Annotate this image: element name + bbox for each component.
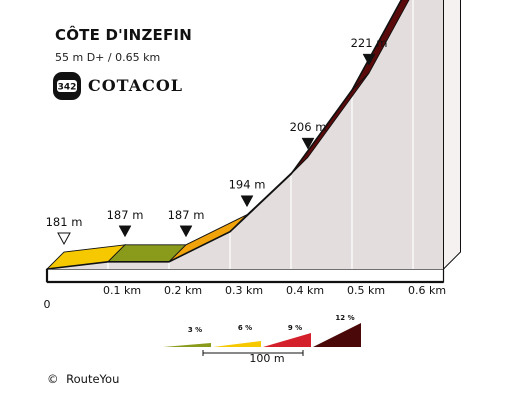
x-tick-label: 0.4 km — [286, 284, 324, 297]
elevation-label: 221 m — [351, 36, 388, 50]
legend-label: 12 % — [335, 314, 354, 322]
legend-swatch — [313, 323, 361, 347]
elevation-marker-icon — [179, 225, 193, 238]
legend-scale-label: 100 m — [249, 352, 284, 365]
cotacol-logo: 342 COTACOL — [52, 71, 182, 101]
profile-layer — [45, 0, 461, 284]
x-tick-label: 0.5 km — [347, 284, 385, 297]
legend-label: 3 % — [188, 326, 202, 334]
legend-label: 9 % — [288, 324, 302, 332]
x-tick-label: 0.6 km — [408, 284, 446, 297]
copyright-icon: © — [47, 372, 59, 386]
gradient-legend: 3 % 6 % 9 % 12 % 100 m — [163, 314, 361, 365]
elevation-marker-icon — [240, 195, 254, 208]
cotacol-number: 342 — [58, 83, 77, 93]
profile-side-panel — [230, 174, 291, 269]
profile-side-panel — [108, 261, 169, 269]
elevation-label: 194 m — [229, 178, 266, 192]
elevation-label: 187 m — [168, 208, 205, 222]
x-tick-label: 0.3 km — [225, 284, 263, 297]
climb-title: CÔTE D'INZEFIN — [55, 26, 192, 44]
elevation-marker-icon — [301, 137, 315, 150]
routeyou-credit: RouteYou — [66, 372, 120, 386]
profile-end-face — [443, 0, 461, 271]
cotacol-badge-icon: 342 — [53, 72, 81, 100]
legend-swatch — [163, 343, 211, 347]
copyright-line: © RouteYou — [47, 372, 119, 386]
hollow-marker-icon — [57, 232, 71, 246]
elevation-label: 181 m — [46, 215, 83, 229]
cotacol-wordmark: COTACOL — [88, 76, 184, 95]
climb-stats: 55 m D+ / 0.65 km — [55, 51, 161, 64]
elevation-marker-icon — [118, 225, 132, 238]
profile-side-panel — [413, 0, 444, 269]
elevation-marker-icon — [362, 53, 376, 66]
x-tick-label: 0.1 km — [103, 284, 141, 297]
legend-swatch — [263, 333, 311, 347]
profile-base-front — [46, 268, 445, 283]
elevation-label: 206 m — [290, 120, 327, 134]
profile-side-panel — [169, 231, 230, 269]
legend-label: 6 % — [238, 324, 252, 332]
elevation-label: 187 m — [107, 208, 144, 222]
x-tick-label: 0.2 km — [164, 284, 202, 297]
x-axis-ticks: 0 0.1 km 0.2 km 0.3 km 0.4 km 0.5 km 0.6 km — [44, 284, 447, 311]
x-tick-label: 0 — [44, 298, 51, 311]
profile-outline — [46, 0, 403, 270]
legend-swatch — [213, 341, 261, 347]
profile-side-panel — [291, 90, 352, 269]
